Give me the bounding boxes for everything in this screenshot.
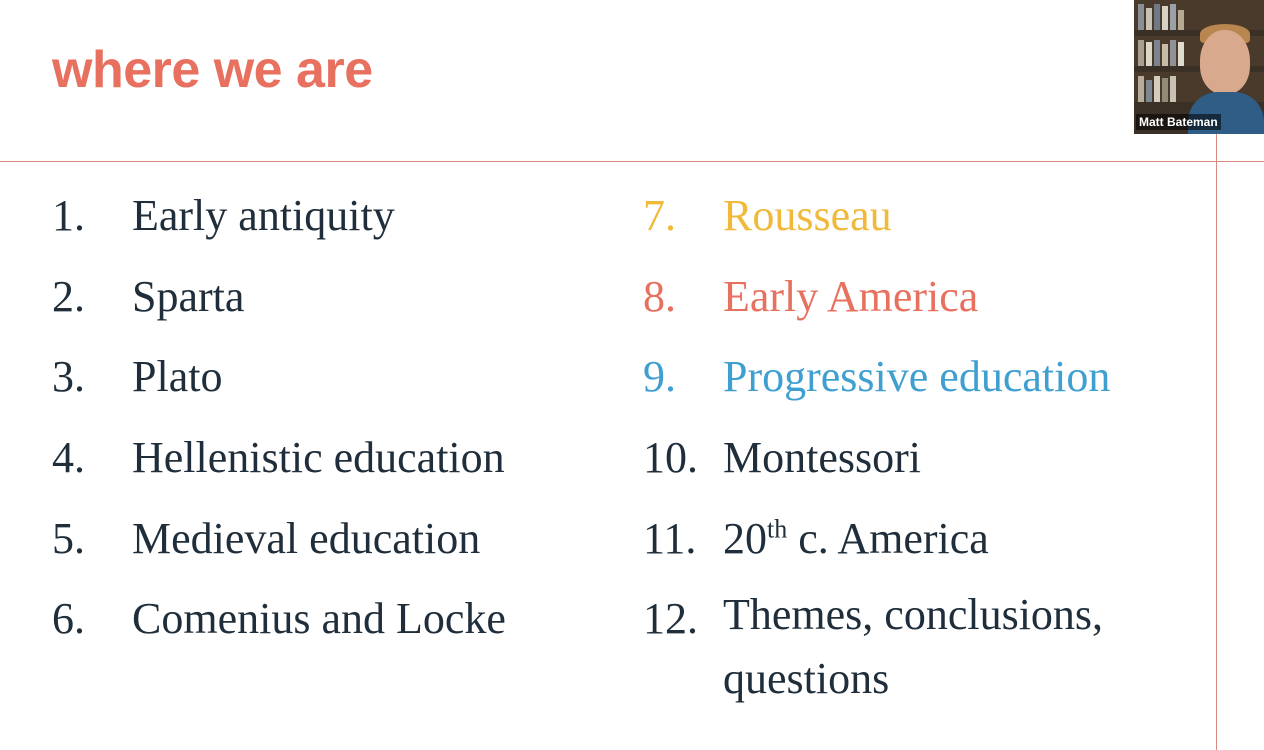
label-superscript: th	[767, 514, 787, 543]
book	[1138, 40, 1144, 66]
book	[1162, 44, 1168, 66]
item-label: Montessori	[723, 432, 921, 484]
book	[1154, 40, 1160, 66]
item-number: 11.	[643, 513, 723, 565]
item-label: Themes, conclusions, questions	[723, 583, 1183, 711]
book	[1162, 6, 1168, 30]
item-number: 7.	[643, 190, 723, 242]
item-number: 12.	[643, 593, 723, 645]
book	[1154, 76, 1160, 102]
list-item: 2. Sparta	[52, 271, 506, 352]
item-label: Sparta	[132, 271, 244, 323]
item-label: Comenius and Locke	[132, 593, 506, 645]
item-number: 1.	[52, 190, 132, 242]
list-item-early-america: 8. Early America	[643, 271, 1183, 352]
book	[1170, 76, 1176, 102]
list-item: 5. Medieval education	[52, 513, 506, 594]
book	[1138, 76, 1144, 102]
list-item: 10. Montessori	[643, 432, 1183, 513]
item-number: 10.	[643, 432, 723, 484]
bookshelf	[1134, 0, 1264, 30]
book	[1138, 4, 1144, 30]
label-prefix: 20	[723, 514, 767, 563]
item-number: 8.	[643, 271, 723, 323]
book	[1146, 42, 1152, 66]
list-item: 12. Themes, conclusions, questions	[643, 593, 1183, 711]
book	[1178, 42, 1184, 66]
book	[1170, 40, 1176, 66]
list-item-rousseau: 7. Rousseau	[643, 190, 1183, 271]
item-label: Progressive education	[723, 351, 1110, 403]
item-label: Early America	[723, 271, 978, 323]
slide-title: where we are	[52, 44, 373, 96]
participant-video-tile[interactable]: Matt Bateman	[1134, 0, 1264, 134]
item-number: 5.	[52, 513, 132, 565]
list-item: 6. Comenius and Locke	[52, 593, 506, 674]
item-label: Rousseau	[723, 190, 892, 242]
item-number: 6.	[52, 593, 132, 645]
topics-list-left: 1. Early antiquity 2. Sparta 3. Plato 4.…	[52, 190, 506, 674]
person-face	[1200, 30, 1250, 94]
book	[1146, 8, 1152, 30]
item-number: 3.	[52, 351, 132, 403]
item-label: Medieval education	[132, 513, 480, 565]
item-number: 4.	[52, 432, 132, 484]
book	[1162, 78, 1168, 102]
label-suffix: c. America	[787, 514, 989, 563]
book	[1178, 10, 1184, 30]
item-label: Plato	[132, 351, 222, 403]
right-margin-line	[1216, 134, 1217, 750]
participant-name: Matt Bateman	[1136, 114, 1221, 130]
list-item: 1. Early antiquity	[52, 190, 506, 271]
book	[1170, 4, 1176, 30]
item-number: 9.	[643, 351, 723, 403]
item-label: Hellenistic education	[132, 432, 505, 484]
list-item-progressive: 9. Progressive education	[643, 351, 1183, 432]
book	[1146, 80, 1152, 102]
title-divider	[0, 161, 1264, 162]
topics-list-right: 7. Rousseau 8. Early America 9. Progress…	[643, 190, 1183, 711]
list-item: 11. 20th c. America	[643, 513, 1183, 594]
book	[1154, 4, 1160, 30]
item-label: 20th c. America	[723, 513, 989, 565]
list-item: 4. Hellenistic education	[52, 432, 506, 513]
item-label: Early antiquity	[132, 190, 395, 242]
list-item: 3. Plato	[52, 351, 506, 432]
item-number: 2.	[52, 271, 132, 323]
